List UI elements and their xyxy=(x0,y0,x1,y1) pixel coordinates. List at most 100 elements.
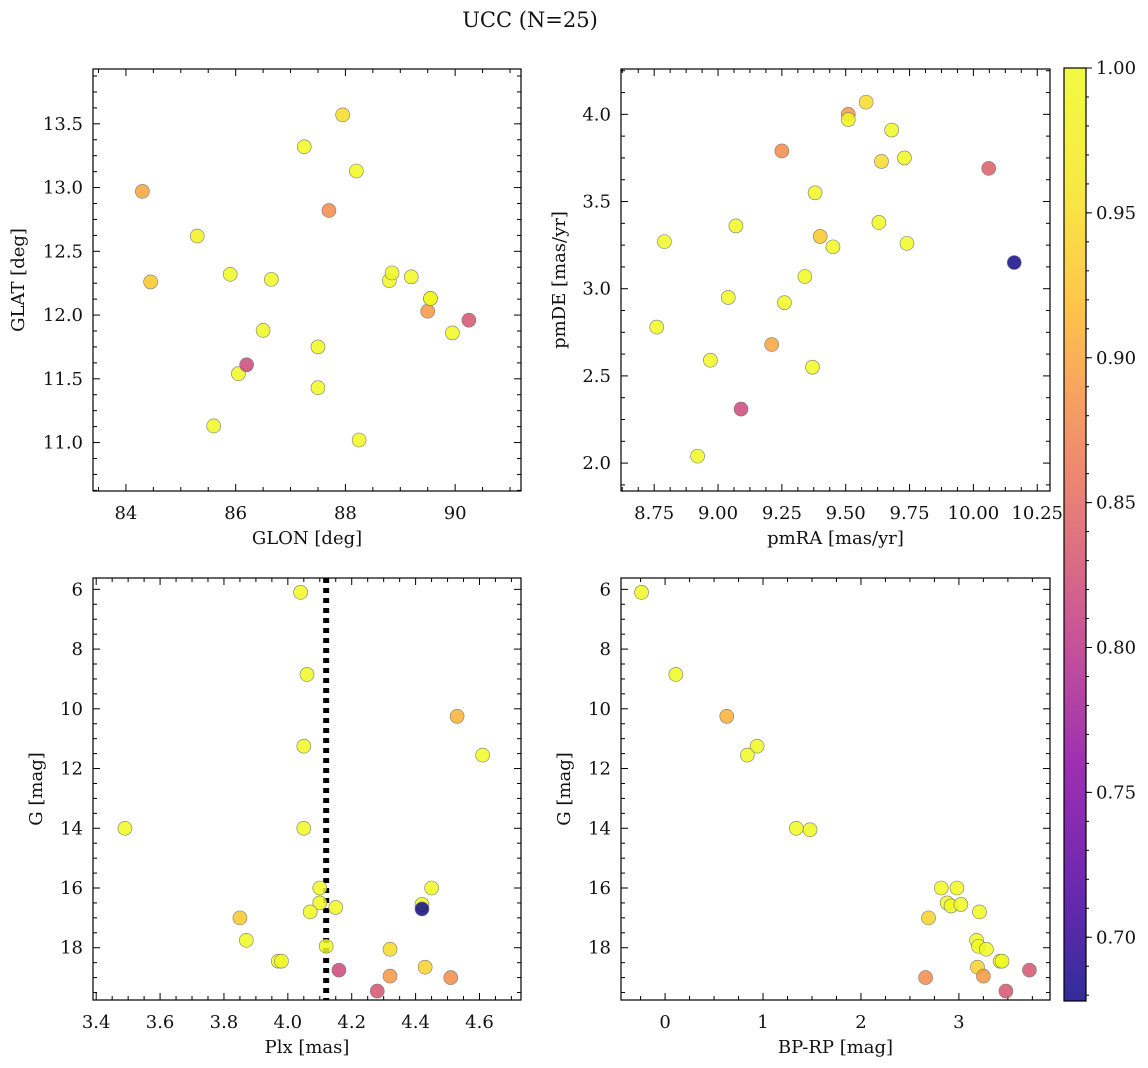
data-point xyxy=(933,880,949,896)
y-tick-label: 14 xyxy=(588,818,611,839)
y-tick-label: 6 xyxy=(600,579,611,600)
y-tick-label: 16 xyxy=(588,878,611,899)
data-point xyxy=(1006,255,1022,270)
y-tick-label: 13.0 xyxy=(43,178,83,199)
data-point xyxy=(382,941,398,957)
data-point xyxy=(335,107,350,123)
x-tick-label: 10.25 xyxy=(1011,503,1063,524)
x-tick-label: 88 xyxy=(334,503,357,524)
x-tick-label: 4.4 xyxy=(401,1012,430,1033)
data-point xyxy=(321,203,337,218)
data-point xyxy=(805,359,820,375)
y-tick-label: 12.0 xyxy=(43,305,83,326)
x-tick-label: 9.25 xyxy=(762,503,802,524)
plot-frame xyxy=(620,68,1051,492)
data-point xyxy=(239,357,254,373)
colorbar-fill xyxy=(1064,68,1086,1001)
x-tick-label: 3.4 xyxy=(82,1012,111,1033)
data-point xyxy=(117,820,133,836)
data-point xyxy=(949,880,965,896)
x-axis-label: pmRA [mas/yr] xyxy=(767,528,904,549)
data-point xyxy=(420,303,436,319)
data-point xyxy=(953,897,969,912)
data-point xyxy=(972,904,987,920)
data-point xyxy=(414,901,430,917)
data-point xyxy=(649,319,665,335)
x-tick-label: 9.00 xyxy=(698,503,738,524)
data-point xyxy=(312,880,328,896)
data-point xyxy=(189,228,205,244)
x-tick-label: 84 xyxy=(114,503,137,524)
data-point xyxy=(351,432,367,448)
data-point xyxy=(296,820,312,836)
panel-sky-position: 84 86 88 90 11.0 11.5 12.0 12.5 13.0 13.5 GLON [de… xyxy=(8,68,522,549)
data-point xyxy=(807,185,823,201)
y-tick-label: 11.5 xyxy=(43,369,83,390)
x-tick-label: 4.2 xyxy=(337,1012,366,1033)
data-point xyxy=(369,983,385,999)
data-point xyxy=(733,401,749,417)
data-point xyxy=(302,904,318,920)
data-point xyxy=(299,667,315,682)
y-axis-label: pmDE [mas/yr] xyxy=(549,211,570,349)
data-point xyxy=(690,448,705,464)
data-point xyxy=(222,266,238,282)
y-tick-label: 2.5 xyxy=(582,366,611,387)
data-point xyxy=(423,291,438,306)
data-point xyxy=(976,968,991,984)
data-point xyxy=(720,290,736,305)
data-point xyxy=(475,747,490,763)
data-point xyxy=(255,323,271,338)
x-tick-label: 3.6 xyxy=(146,1012,175,1033)
data-point xyxy=(899,236,915,251)
data-point xyxy=(143,274,158,290)
data-point xyxy=(384,265,400,281)
x-tick-label: 4.0 xyxy=(274,1012,303,1033)
data-point xyxy=(728,218,744,234)
data-point xyxy=(703,352,718,368)
plot-frame xyxy=(620,577,1051,1001)
y-axis-label: G [mag] xyxy=(26,752,47,825)
data-point xyxy=(445,325,460,341)
plot-frame xyxy=(92,577,522,1001)
y-tick-label: 12 xyxy=(588,759,611,780)
x-tick-label: 1 xyxy=(757,1012,768,1033)
colorbar-tick-label: 0.75 xyxy=(1096,782,1136,803)
x-axis-label: GLON [deg] xyxy=(252,528,362,549)
data-point xyxy=(979,941,994,957)
data-point xyxy=(998,983,1014,999)
x-tick-label: 8.75 xyxy=(634,503,674,524)
y-tick-label: 18 xyxy=(60,938,83,959)
data-point xyxy=(657,234,672,249)
x-tick-label: 2 xyxy=(855,1012,866,1033)
data-point xyxy=(764,337,779,352)
colorbar-tick-label: 0.80 xyxy=(1096,638,1136,659)
data-point xyxy=(318,938,334,954)
x-tick-label: 9.75 xyxy=(890,503,930,524)
axis-ticks xyxy=(93,69,521,491)
y-tick-label: 2.0 xyxy=(582,453,611,474)
data-point xyxy=(349,163,364,179)
data-point xyxy=(802,822,818,838)
data-point xyxy=(403,269,419,285)
data-point xyxy=(296,139,312,155)
data-point xyxy=(634,585,649,600)
data-point xyxy=(840,112,856,127)
data-point xyxy=(424,880,439,896)
y-axis-label: G [mag] xyxy=(554,752,575,825)
data-point xyxy=(797,269,813,284)
data-point xyxy=(812,229,828,244)
data-point xyxy=(264,272,279,287)
data-point xyxy=(461,312,477,328)
data-point xyxy=(443,970,459,985)
colorbar-tick-label: 1.00 xyxy=(1096,58,1136,79)
data-point xyxy=(239,932,254,948)
axis-ticks xyxy=(621,578,1050,1000)
data-point xyxy=(382,968,398,984)
data-point xyxy=(668,667,684,682)
y-tick-label: 11.0 xyxy=(43,433,83,454)
data-point xyxy=(312,895,328,911)
x-tick-label: 4.6 xyxy=(465,1012,494,1033)
x-tick-label: 90 xyxy=(444,503,467,524)
x-axis-label: Plx [mas] xyxy=(265,1037,350,1058)
